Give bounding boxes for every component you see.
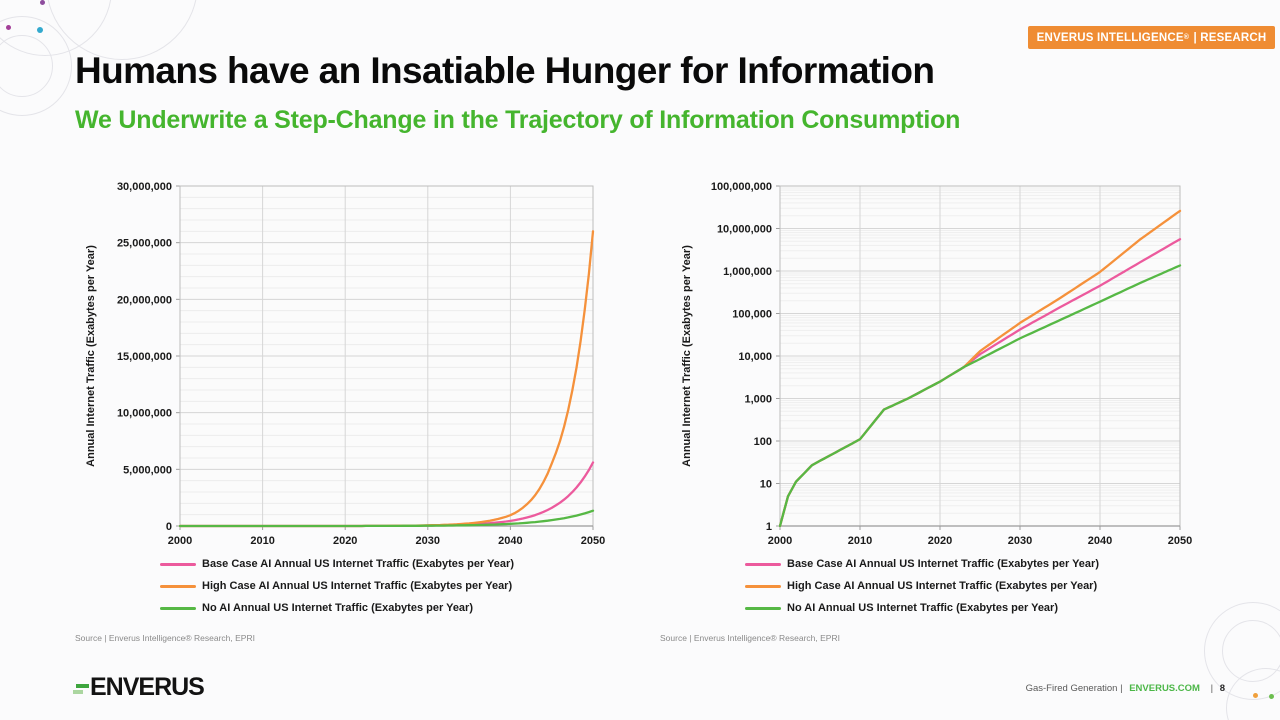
svg-text:15,000,000: 15,000,000 [117,351,172,363]
svg-text:2010: 2010 [848,535,872,547]
legend-item: High Case AI Annual US Internet Traffic … [160,575,514,597]
svg-text:100,000: 100,000 [732,309,772,321]
legend-label: Base Case AI Annual US Internet Traffic … [202,558,514,570]
svg-text:2030: 2030 [416,535,440,547]
svg-text:25,000,000: 25,000,000 [117,238,172,250]
footer-separator: | [1210,683,1214,694]
legend-log-chart: Base Case AI Annual US Internet Traffic … [745,553,1099,619]
decorative-dot [1253,693,1258,698]
page-title: Humans have an Insatiable Hunger for Inf… [75,50,935,91]
svg-text:2040: 2040 [1088,535,1112,547]
svg-text:100,000,000: 100,000,000 [711,181,772,193]
legend-item: No AI Annual US Internet Traffic (Exabyt… [745,597,1099,619]
legend-swatch [160,606,196,610]
svg-text:30,000,000: 30,000,000 [117,181,172,193]
svg-text:5,000,000: 5,000,000 [123,464,172,476]
svg-text:20,000,000: 20,000,000 [117,294,172,306]
legend-linear-chart: Base Case AI Annual US Internet Traffic … [160,553,514,619]
decorative-circle [0,35,53,97]
svg-text:10,000,000: 10,000,000 [717,224,772,236]
decorative-dot [6,25,11,30]
source-note-right: Source | Enverus Intelligence® Research,… [660,633,840,643]
decorative-circle [0,0,112,56]
footer-info: Gas-Fired Generation | ENVERUS.COM | 8 [1026,683,1225,694]
page-subtitle: We Underwrite a Step-Change in the Traje… [75,106,961,134]
svg-text:1: 1 [766,521,772,533]
brand-badge-suffix: | RESEARCH [1190,31,1267,44]
legend-item: High Case AI Annual US Internet Traffic … [745,575,1099,597]
source-note-left: Source | Enverus Intelligence® Research,… [75,633,255,643]
enverus-logo: ENVERUS [73,673,205,701]
log-scale-chart: 1 10 100 1,000 10,000 100,000 1,000,000 10,000,… [681,181,1192,547]
svg-text:1,000: 1,000 [744,394,772,406]
footer-site-link[interactable]: ENVERUS.COM [1129,683,1200,694]
enverus-logo-text: ENVERUS [90,673,205,701]
decorative-dot [40,0,45,5]
svg-text:2010: 2010 [250,535,274,547]
svg-text:2000: 2000 [168,535,192,547]
svg-text:10,000,000: 10,000,000 [117,408,172,420]
legend-label: Base Case AI Annual US Internet Traffic … [787,558,1099,570]
legend-label: No AI Annual US Internet Traffic (Exabyt… [202,602,473,614]
svg-text:100: 100 [754,436,772,448]
brand-badge: ENVERUS INTELLIGENCE ® | RESEARCH [1028,26,1275,49]
svg-text:2050: 2050 [581,535,605,547]
legend-item: No AI Annual US Internet Traffic (Exabyt… [160,597,514,619]
decorative-dot [1269,694,1274,699]
legend-item: Base Case AI Annual US Internet Traffic … [745,553,1099,575]
legend-swatch [745,584,781,588]
svg-text:0: 0 [166,521,172,533]
decorative-circle [0,16,72,116]
decorative-circle [1226,668,1280,720]
legend-swatch [745,562,781,566]
svg-text:2020: 2020 [928,535,952,547]
svg-text:2000: 2000 [768,535,792,547]
svg-text:Annual Internet Traffic (Exaby: Annual Internet Traffic (Exabytes per Ye… [85,245,97,467]
svg-text:2030: 2030 [1008,535,1032,547]
page-number: 8 [1219,683,1225,694]
svg-text:2050: 2050 [1168,535,1192,547]
svg-text:Annual Internet Traffic (Exaby: Annual Internet Traffic (Exabytes per Ye… [681,245,693,467]
decorative-dot [37,27,43,33]
legend-swatch [160,584,196,588]
legend-label: No AI Annual US Internet Traffic (Exabyt… [787,602,1058,614]
legend-label: High Case AI Annual US Internet Traffic … [787,580,1098,592]
svg-text:10,000: 10,000 [738,351,772,363]
svg-text:2040: 2040 [498,535,522,547]
decorative-circle [1222,620,1280,682]
legend-label: High Case AI Annual US Internet Traffic … [202,580,513,592]
footer-separator: | [1120,683,1123,694]
brand-badge-text: ENVERUS INTELLIGENCE [1036,31,1184,44]
svg-text:1,000,000: 1,000,000 [723,266,772,278]
svg-text:10: 10 [760,479,772,491]
legend-swatch [160,562,196,566]
legend-swatch [745,606,781,610]
linear-scale-chart: 0 5,000,000 10,000,000 15,000,000 20,000,000… [85,181,605,547]
svg-text:2020: 2020 [333,535,357,547]
legend-item: Base Case AI Annual US Internet Traffic … [160,553,514,575]
footer-section-label: Gas-Fired Generation [1025,683,1118,694]
